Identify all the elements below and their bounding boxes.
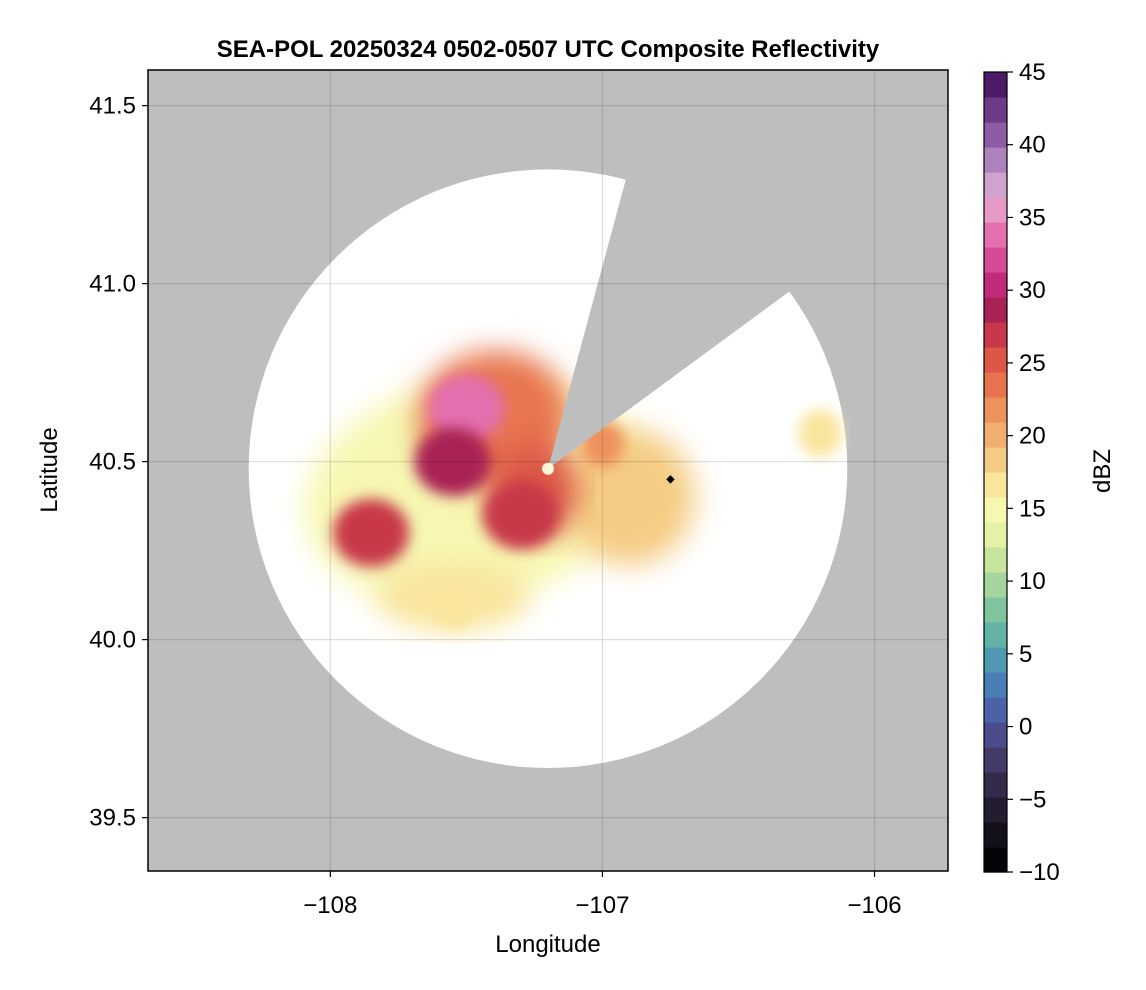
colorbar-ticks: −10 −5 0 5 10 15 20 25 30 35 40 45 <box>1007 59 1060 886</box>
reflectivity-field <box>305 70 948 631</box>
blocked-sector-mask <box>548 70 948 469</box>
colorbar-tick-label: 35 <box>1019 204 1046 231</box>
echo-cell <box>414 427 491 496</box>
colorbar-segment <box>984 647 1007 673</box>
colorbar-segment <box>984 372 1007 398</box>
colorbar-segment <box>984 147 1007 173</box>
colorbar-tick-label: 0 <box>1019 714 1032 741</box>
colorbar-frame <box>983 71 1008 873</box>
colorbar-segment <box>984 772 1007 798</box>
colorbar-segment <box>984 672 1007 698</box>
colorbar-segment <box>984 222 1007 248</box>
colorbar-segment <box>984 272 1007 298</box>
colorbar <box>983 71 1008 873</box>
colorbar-segment <box>984 97 1007 123</box>
echo-cell <box>798 409 842 457</box>
echo-cell <box>428 374 505 443</box>
colorbar-segment <box>984 797 1007 823</box>
echo-cell <box>430 580 475 628</box>
colorbar-tick-label: 40 <box>1019 132 1046 159</box>
y-axis-ticks: 39.5 40.0 40.5 41.0 41.5 <box>89 93 148 832</box>
plot-frame <box>147 69 949 872</box>
colorbar-segment <box>984 322 1007 348</box>
colorbar-segment <box>984 422 1007 448</box>
colorbar-segment <box>984 747 1007 773</box>
colorbar-tick-label: 15 <box>1019 495 1046 522</box>
colorbar-segment <box>984 347 1007 373</box>
radar-site-marker <box>542 462 554 475</box>
y-tick-label: 40.5 <box>89 449 136 476</box>
y-tick-label: 41.0 <box>89 271 136 298</box>
y-tick-label: 41.5 <box>89 93 136 120</box>
colorbar-segment <box>984 397 1007 423</box>
colorbar-segment <box>984 447 1007 473</box>
grid-lines <box>148 70 948 871</box>
colorbar-segment <box>984 72 1007 98</box>
x-tick-label: −106 <box>847 892 901 919</box>
colorbar-segment <box>984 247 1007 273</box>
echo-cell <box>482 480 559 550</box>
colorbar-segment <box>984 822 1007 848</box>
colorbar-tick-label: 10 <box>1019 568 1046 595</box>
y-tick-label: 40.0 <box>89 627 136 654</box>
colorbar-segment <box>984 847 1007 873</box>
colorbar-tick-label: −10 <box>1019 859 1060 886</box>
colorbar-tick-label: 25 <box>1019 350 1046 377</box>
colorbar-tick-label: −5 <box>1019 786 1046 813</box>
chart-title: SEA-POL 20250324 0502-0507 UTC Composite… <box>217 36 880 63</box>
colorbar-segment <box>984 697 1007 723</box>
y-axis-label: Latitude <box>36 427 63 512</box>
location-marker <box>666 475 675 484</box>
colorbar-segment <box>984 197 1007 223</box>
x-tick-label: −108 <box>303 892 357 919</box>
colorbar-segment <box>984 297 1007 323</box>
colorbar-tick-label: 20 <box>1019 423 1046 450</box>
y-tick-label: 39.5 <box>89 805 136 832</box>
x-axis-ticks: −108 −107 −106 <box>303 871 902 919</box>
colorbar-segment <box>984 522 1007 548</box>
x-axis-label: Longitude <box>495 931 600 958</box>
colorbar-segment <box>984 497 1007 523</box>
colorbar-segment <box>984 622 1007 648</box>
colorbar-tick-label: 45 <box>1019 59 1046 86</box>
colorbar-label: dBZ <box>1089 449 1116 493</box>
colorbar-tick-label: 5 <box>1019 641 1032 668</box>
colorbar-segment <box>984 597 1007 623</box>
colorbar-segment <box>984 572 1007 598</box>
colorbar-segment <box>984 547 1007 573</box>
colorbar-segment <box>984 722 1007 748</box>
colorbar-segment <box>984 122 1007 148</box>
colorbar-segment <box>984 472 1007 498</box>
colorbar-segment <box>984 172 1007 198</box>
echo-cell <box>333 498 410 567</box>
x-tick-label: −107 <box>575 892 629 919</box>
colorbar-tick-label: 30 <box>1019 277 1046 304</box>
